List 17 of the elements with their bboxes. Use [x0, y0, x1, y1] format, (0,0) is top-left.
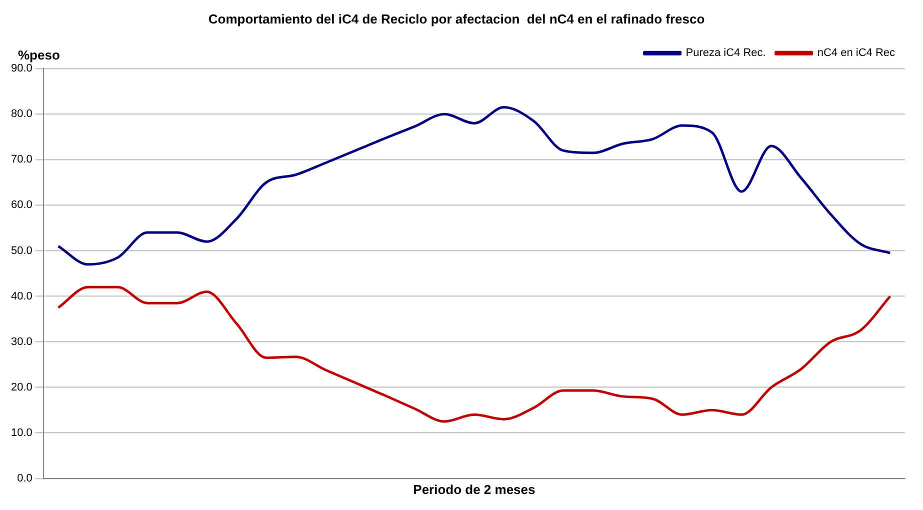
- y-axis-title: %peso: [18, 48, 60, 63]
- y-tick-label: 30.0: [10, 336, 32, 348]
- line-series: [57, 106, 892, 266]
- legend-label: nC4 en iC4 Rec: [817, 47, 896, 60]
- x-axis-title: Periodo de 2 meses: [413, 482, 536, 497]
- y-tick-label: 80.0: [10, 108, 32, 120]
- y-tick-label: 20.0: [10, 381, 32, 394]
- y-tick-label: 90.0: [10, 62, 32, 75]
- y-tick-label: 10.0: [10, 426, 32, 439]
- legend-label: Pureza iC4 Rec.: [686, 47, 766, 60]
- line-series: [57, 286, 892, 423]
- y-tick-label: 40.0: [10, 290, 32, 302]
- chart-title: Comportamiento del iC4 de Reciclo por afectacion del nC4 en el rafinado fresco: [208, 11, 705, 26]
- y-tick-label: 70.0: [10, 154, 32, 166]
- y-tick-label: 0.0: [17, 472, 32, 484]
- y-tick-label: 60.0: [10, 199, 32, 212]
- y-tick-label: 50.0: [10, 244, 32, 257]
